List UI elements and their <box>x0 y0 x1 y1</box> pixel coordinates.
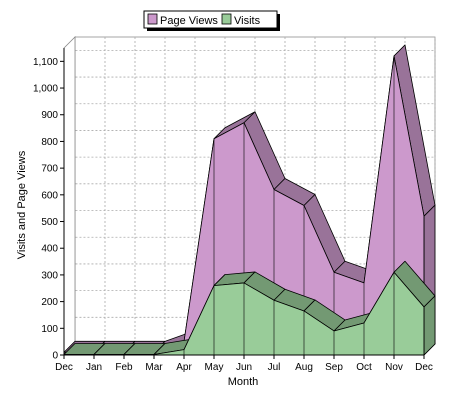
left-wall <box>63 36 76 356</box>
x-tick-label: Jun <box>236 362 252 373</box>
y-tick-label: 700 <box>41 164 58 175</box>
x-tick-label: Dec <box>415 362 433 373</box>
x-tick-label: May <box>205 362 224 373</box>
x-tick-label: Jul <box>268 362 281 373</box>
x-tick-label: Apr <box>176 362 192 373</box>
y-tick-label: 200 <box>41 297 58 308</box>
y-tick-label: 400 <box>41 244 58 255</box>
y-tick-label: 900 <box>41 110 58 121</box>
plot-area: 0 100 200 300 400 500 600 700 800 900 1,000 1,100 De… <box>33 36 436 373</box>
x-axis-title: Month <box>228 376 259 388</box>
y-tick-label: 1,100 <box>33 57 58 68</box>
area-side-visits <box>423 294 436 356</box>
x-tick-label: Nov <box>385 362 403 373</box>
y-axis-title: Visits and Page Views <box>16 150 28 259</box>
legend: Page Views Visits <box>143 10 280 31</box>
x-tick-label: Dec <box>55 362 73 373</box>
x-tick-label: Feb <box>115 362 133 373</box>
y-tick-label: 1,000 <box>33 84 58 95</box>
y-tick-label: 0 <box>52 351 58 362</box>
y-tick-label: 300 <box>41 270 58 281</box>
x-tick-label: Sep <box>325 362 343 373</box>
legend-swatch-visits <box>221 13 232 25</box>
legend-label-page-views: Page Views <box>160 15 218 27</box>
legend-frame <box>143 10 278 29</box>
y-tick-label: 600 <box>41 190 58 201</box>
x-tick-label: Mar <box>145 362 163 373</box>
x-tick-label: Aug <box>295 362 313 373</box>
y-tick-label: 500 <box>41 217 58 228</box>
y-tick-label: 100 <box>41 324 58 335</box>
x-tick-label: Jan <box>86 362 102 373</box>
legend-swatch-page-views <box>147 13 158 25</box>
legend-label-visits: Visits <box>234 15 261 27</box>
y-tick-label: 800 <box>41 137 58 148</box>
x-tick-label: Oct <box>356 362 372 373</box>
